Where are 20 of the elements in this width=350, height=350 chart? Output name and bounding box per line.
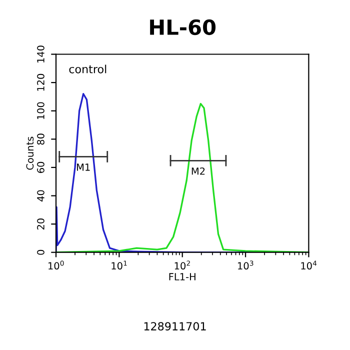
series-label: M2 [192,167,205,175]
y-tick-label: 60 [37,162,44,173]
y-tick-label: 20 [37,218,44,230]
y-axis-title: Counts [26,136,34,170]
y-tick-label: 120 [37,74,44,91]
y-tick-label: 0 [37,250,44,255]
x-tick-label: 10$^{2}$ [174,260,190,270]
chart-title: HL-60 [150,19,216,36]
y-tick-label: 80 [37,134,44,145]
y-tick-label: 140 [37,46,44,62]
y-tick-label: 40 [37,190,44,202]
x-axis-title: FL1-H [169,273,196,280]
series-label: M1 [77,164,90,171]
annotation: control [69,64,106,74]
x-tick-label: 10$^{0}$ [48,260,64,270]
x-tick-label: 10$^{1}$ [112,260,127,270]
text: 128911701 [144,322,206,330]
y-tick-label: 100 [37,102,44,120]
x-tick-label: 10$^{3}$ [238,260,254,270]
x-tick-label: 10$^{4}$ [301,260,317,270]
